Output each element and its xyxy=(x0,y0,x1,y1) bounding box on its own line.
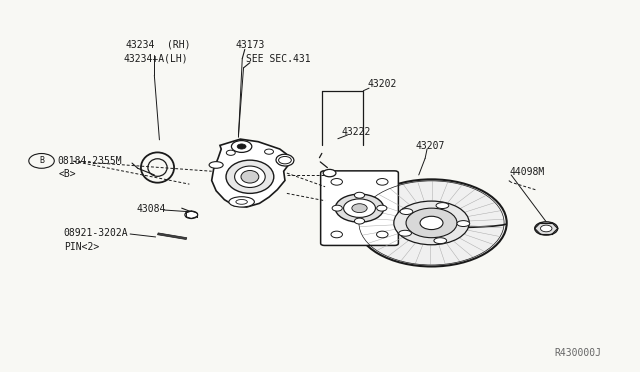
Text: 08921-3202A: 08921-3202A xyxy=(64,228,129,238)
Circle shape xyxy=(264,149,273,154)
Text: (RH): (RH) xyxy=(167,40,191,50)
Circle shape xyxy=(335,194,384,222)
Ellipse shape xyxy=(209,161,223,168)
Circle shape xyxy=(232,141,252,153)
Circle shape xyxy=(237,144,246,149)
Ellipse shape xyxy=(229,197,254,207)
Polygon shape xyxy=(157,233,187,240)
Circle shape xyxy=(332,205,342,211)
Circle shape xyxy=(185,211,198,218)
Text: 43202: 43202 xyxy=(368,80,397,89)
Ellipse shape xyxy=(434,238,447,244)
Circle shape xyxy=(540,225,552,232)
Text: SEE SEC.431: SEE SEC.431 xyxy=(246,54,310,64)
Circle shape xyxy=(355,192,365,198)
Circle shape xyxy=(352,204,367,212)
Circle shape xyxy=(420,216,443,230)
Circle shape xyxy=(394,201,469,245)
Text: <B>: <B> xyxy=(59,169,76,179)
Circle shape xyxy=(356,179,507,266)
Text: R430000J: R430000J xyxy=(554,348,602,358)
Circle shape xyxy=(331,179,342,185)
Circle shape xyxy=(344,199,376,217)
Text: 43173: 43173 xyxy=(236,40,265,50)
Ellipse shape xyxy=(400,209,413,215)
Text: 43207: 43207 xyxy=(415,141,445,151)
Text: PIN<2>: PIN<2> xyxy=(64,242,99,252)
Circle shape xyxy=(376,179,388,185)
Circle shape xyxy=(331,231,342,238)
Ellipse shape xyxy=(436,203,449,209)
Circle shape xyxy=(406,208,457,238)
FancyBboxPatch shape xyxy=(321,171,398,246)
Circle shape xyxy=(323,169,336,177)
Polygon shape xyxy=(212,139,290,207)
Circle shape xyxy=(227,150,236,155)
Circle shape xyxy=(535,222,557,235)
Ellipse shape xyxy=(235,166,265,187)
Ellipse shape xyxy=(457,221,470,227)
Ellipse shape xyxy=(226,160,274,193)
Circle shape xyxy=(376,231,388,238)
Text: 44098M: 44098M xyxy=(510,167,545,177)
Text: 08184-2355M: 08184-2355M xyxy=(58,156,122,166)
Text: 43234: 43234 xyxy=(125,40,155,50)
Ellipse shape xyxy=(399,230,412,236)
Text: 43084: 43084 xyxy=(136,204,166,214)
Text: B: B xyxy=(39,156,44,166)
Ellipse shape xyxy=(276,154,294,166)
Text: 43234+A(LH): 43234+A(LH) xyxy=(124,54,188,64)
Circle shape xyxy=(355,218,365,224)
Circle shape xyxy=(377,205,387,211)
Ellipse shape xyxy=(241,170,259,183)
Text: 43222: 43222 xyxy=(341,128,371,138)
